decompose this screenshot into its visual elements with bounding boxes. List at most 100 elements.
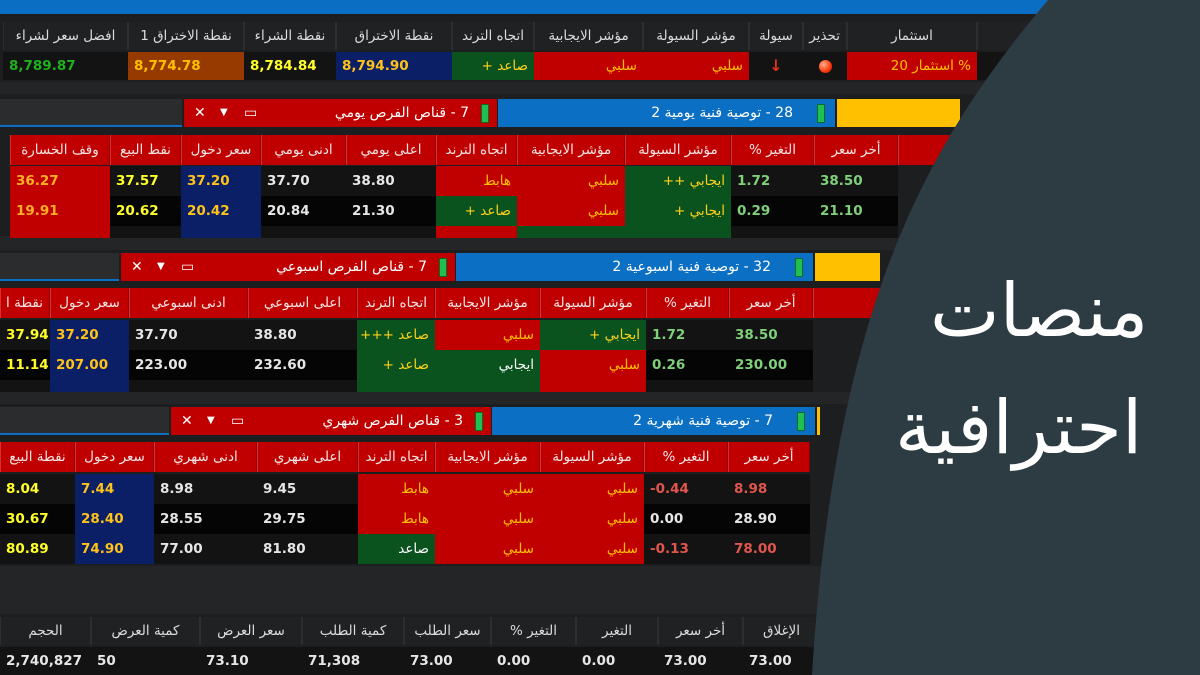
column-header[interactable]: نقط البيع [110,135,181,165]
table-cell[interactable]: سلبي [643,52,749,80]
table-cell[interactable]: 21.30 [346,196,436,226]
table-cell[interactable] [110,226,181,238]
table-cell[interactable]: 73.10 [200,647,302,675]
table-cell[interactable]: 29.75 [257,504,358,534]
table-cell[interactable]: 11.14 [0,350,50,380]
table-cell[interactable]: هابط [358,504,435,534]
dropdown-icon[interactable]: ▼ [207,415,215,426]
column-header[interactable]: اتجاه الترند [358,442,435,472]
table-cell[interactable]: 8,774.78 [128,52,244,80]
dropdown-icon[interactable]: ▼ [220,107,228,118]
table-cell[interactable]: سلبي [435,320,540,350]
table-cell[interactable]: سلبي [435,534,540,564]
column-header[interactable]: نقطة ا [0,288,50,318]
column-header[interactable]: التغير % [646,288,729,318]
table-cell[interactable]: 37.70 [129,320,248,350]
table-cell[interactable]: 81.80 [257,534,358,564]
table-cell[interactable]: 28.55 [154,504,257,534]
column-header[interactable]: التغير % [644,442,728,472]
table-cell[interactable]: 28.40 [75,504,154,534]
column-header[interactable]: مؤشر السيولة [540,442,644,472]
column-header[interactable]: مؤشر الايجابية [534,22,643,50]
table-cell[interactable]: صاعد + [452,52,534,80]
column-header[interactable]: نقطة الاختراق 1 [128,22,244,50]
table-cell[interactable] [435,380,540,392]
table-cell[interactable]: 80.89 [0,534,75,564]
table-cell[interactable]: سلبي [540,350,646,380]
column-header[interactable]: نقطة الاختراق [336,22,452,50]
table-cell[interactable]: 207.00 [50,350,129,380]
table-cell[interactable]: 1.72 [731,166,814,196]
table-cell[interactable]: 28.90 [728,504,810,534]
table-cell[interactable]: هابط [358,474,435,504]
table-cell[interactable]: 38.50 [814,166,898,196]
table-cell[interactable]: % استثمار 20 [847,52,977,80]
column-header[interactable]: كمية الطلب [302,617,404,645]
table-cell[interactable] [0,380,50,392]
table-cell[interactable]: 21.10 [814,196,898,226]
table-cell[interactable] [129,380,248,392]
column-header[interactable]: سعر دخول [75,442,154,472]
column-header[interactable]: نقطة الشراء [244,22,336,50]
table-cell[interactable]: 71,308 [302,647,404,675]
column-header[interactable]: مؤشر السيولة [625,135,731,165]
column-header[interactable]: سعر دخول [50,288,129,318]
table-cell[interactable]: 8,789.87 [3,52,128,80]
table-cell[interactable]: سلبي [435,474,540,504]
column-header[interactable]: مؤشر السيولة [540,288,646,318]
table-cell[interactable]: 2,740,827 [0,647,91,675]
table-cell[interactable]: 73.00 [743,647,820,675]
maximize-icon[interactable]: ▭ [244,105,258,121]
table-cell[interactable]: 230.00 [729,350,813,380]
table-cell[interactable]: 8,794.90 [336,52,452,80]
column-header[interactable]: التغير % [491,617,576,645]
table-cell[interactable] [357,380,435,392]
column-header[interactable]: اعلى اسبوعي [248,288,357,318]
table-cell[interactable]: 37.57 [110,166,181,196]
table-cell[interactable]: 19.91 [10,196,110,226]
table-cell[interactable] [10,226,110,238]
column-header[interactable]: اتجاه الترند [436,135,517,165]
table-cell[interactable] [540,380,646,392]
table-cell[interactable]: 8,784.84 [244,52,336,80]
table-cell[interactable] [646,380,729,392]
table-cell[interactable] [814,226,898,238]
close-icon[interactable]: ✕ [194,105,206,121]
table-cell[interactable]: 8.98 [154,474,257,504]
table-cell[interactable]: 8.04 [0,474,75,504]
tab-yellow[interactable] [837,99,960,127]
column-header[interactable]: مؤشر الايجابية [517,135,625,165]
column-header[interactable]: التغير [576,617,658,645]
column-header[interactable]: أخر سعر [728,442,810,472]
tab-technical-recommendation[interactable]: 32 - توصية فنية اسبوعية 2 [456,253,813,281]
table-cell[interactable]: ↓ [749,52,803,80]
table-cell[interactable]: 38.50 [729,320,813,350]
table-cell[interactable]: ايجابي ++ [625,166,731,196]
table-cell[interactable]: 7.44 [75,474,154,504]
table-cell[interactable]: صاعد [358,534,435,564]
table-cell[interactable] [731,226,814,238]
table-cell[interactable] [181,226,261,238]
column-header[interactable]: الحجم [0,617,91,645]
column-header[interactable]: اعلى يومي [346,135,436,165]
table-cell[interactable]: 73.00 [658,647,743,675]
table-cell[interactable]: سلبي [534,52,643,80]
table-cell[interactable]: 77.00 [154,534,257,564]
table-cell[interactable]: سلبي [435,504,540,534]
tab-yellow[interactable] [817,407,820,435]
table-cell[interactable]: 50 [91,647,200,675]
maximize-icon[interactable]: ▭ [231,413,245,429]
table-cell[interactable]: 78.00 [728,534,810,564]
table-cell[interactable] [50,380,129,392]
close-icon[interactable]: ✕ [131,259,143,275]
column-header[interactable]: اتجاه الترند [357,288,435,318]
table-cell[interactable]: 0.00 [644,504,728,534]
dropdown-icon[interactable]: ▼ [157,261,165,272]
tab-opportunity-hunter[interactable]: 3 - قناص الفرص شهري ✕ ▼ ▭ [171,407,491,435]
table-cell[interactable] [248,380,357,392]
table-cell[interactable]: صاعد + [436,196,517,226]
table-cell[interactable]: 232.60 [248,350,357,380]
table-cell[interactable]: 9.45 [257,474,358,504]
table-cell[interactable]: 38.80 [346,166,436,196]
column-header[interactable]: التغير % [731,135,814,165]
